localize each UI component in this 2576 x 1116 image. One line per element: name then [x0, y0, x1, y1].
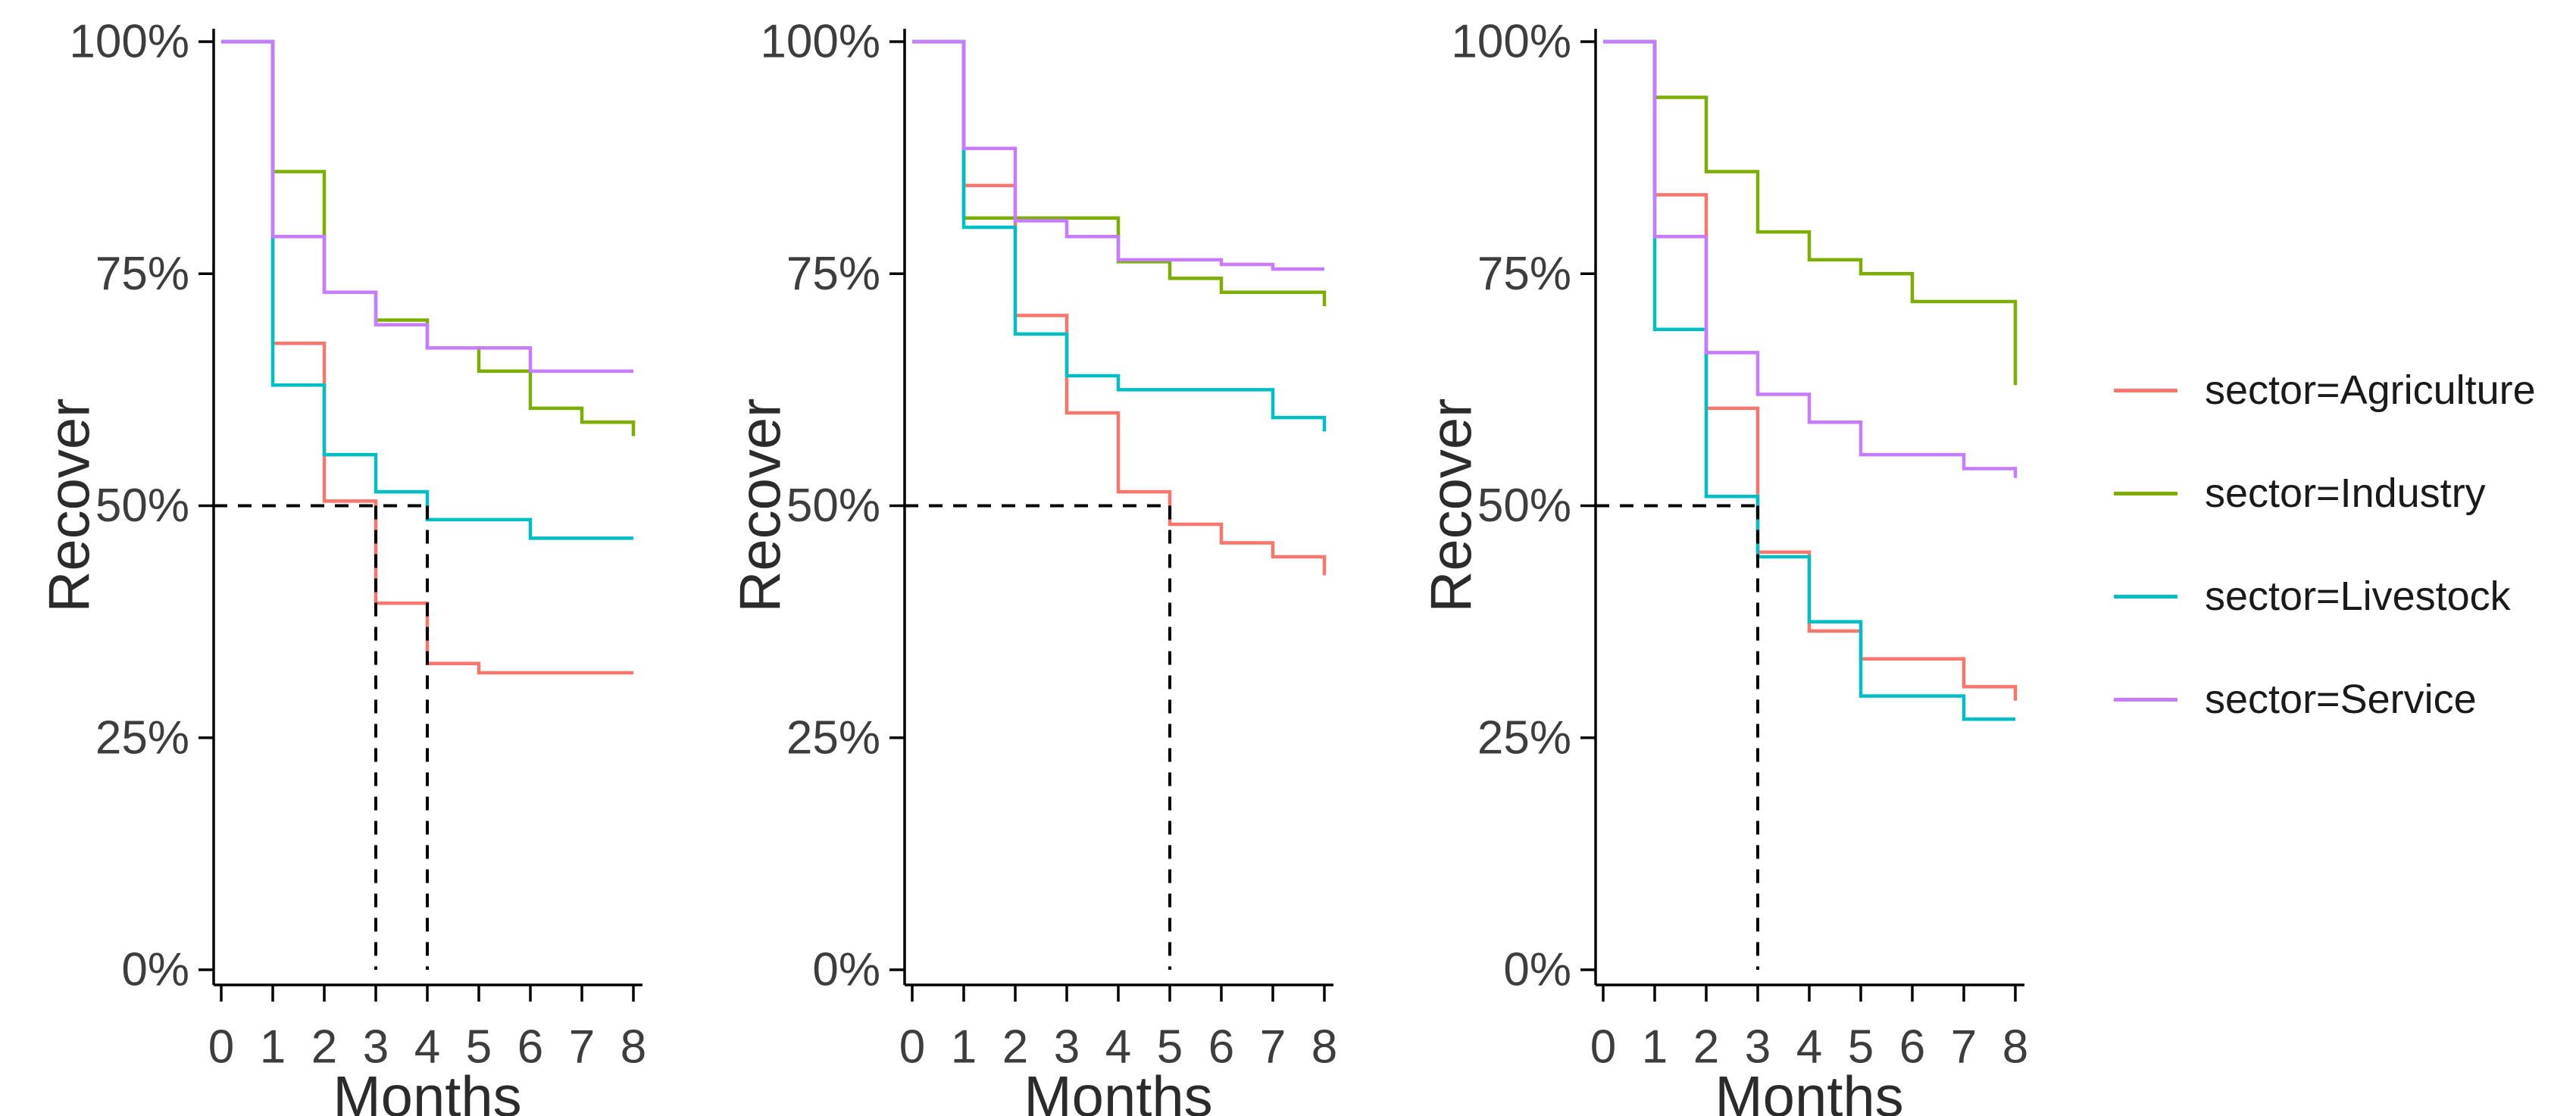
series-industry [912, 39, 1327, 307]
x-tick-label: 7 [1260, 1021, 1286, 1074]
x-tick-label: 2 [1693, 1021, 1719, 1074]
x-axis-title: Months [1024, 1065, 1212, 1116]
x-tick-label: 3 [363, 1021, 389, 1074]
legend-item-service: sector=Service [2114, 675, 2477, 724]
legend-item-agriculture: sector=Agriculture [2114, 366, 2536, 414]
x-tick-label: 5 [1848, 1021, 1874, 1074]
x-tick-label: 5 [1157, 1021, 1183, 1074]
y-tick-label: 100% [69, 16, 189, 68]
series-agriculture [221, 39, 633, 675]
service-key-line-icon [2114, 697, 2177, 702]
x-tick-label: 4 [414, 1021, 440, 1074]
series-service [221, 39, 633, 374]
y-tick-label: 0% [812, 944, 880, 996]
x-tick-label: 5 [466, 1021, 492, 1074]
y-tick-label: 25% [786, 711, 880, 764]
panel-2: 0% 25% 50% 75% 100% 0 1 2 3 4 5 6 7 8 Months Recover [729, 16, 1338, 1116]
y-axis-title: Recover [1420, 399, 1484, 613]
industry-key-line-icon [2114, 491, 2177, 495]
livestock-key-line-icon [2114, 594, 2177, 599]
x-tick-label: 3 [1745, 1021, 1771, 1074]
x-axis-title: Months [333, 1065, 521, 1116]
x-tick-label: 2 [1002, 1021, 1028, 1074]
legend-label: sector=Service [2205, 677, 2477, 722]
y-tick-label: 25% [1477, 711, 1571, 764]
legend-item-industry: sector=Industry [2114, 469, 2486, 517]
legend-label: sector=Agriculture [2205, 367, 2536, 413]
x-tick-label: 7 [569, 1021, 595, 1074]
series-industry [221, 39, 636, 436]
y-tick-label: 50% [95, 480, 189, 532]
x-tick-label: 0 [208, 1021, 234, 1074]
agriculture-key-line-icon [2114, 388, 2177, 392]
x-tick-label: 4 [1105, 1021, 1131, 1074]
panel-1: 0% 25% 50% 75% 100% 0 1 2 3 4 5 6 7 8 Months Recover [38, 16, 647, 1116]
series-agriculture [912, 39, 1327, 576]
y-tick-label: 75% [95, 248, 189, 300]
series-service [1603, 39, 2018, 478]
x-tick-label: 1 [260, 1021, 286, 1074]
x-axis-title: Months [1715, 1065, 1903, 1116]
legend: sector=Agriculture sector=Industry secto… [2114, 0, 2568, 1116]
x-tick-label: 8 [621, 1021, 646, 1074]
x-tick-label: 7 [1951, 1021, 1977, 1074]
y-tick-label: 100% [760, 16, 880, 68]
x-tick-label: 8 [2002, 1021, 2028, 1074]
series-industry [1603, 39, 2018, 386]
y-tick-label: 0% [121, 944, 189, 996]
series-service [912, 39, 1324, 271]
series-livestock [1603, 39, 2015, 721]
series-livestock [221, 39, 633, 540]
x-tick-label: 6 [1208, 1021, 1234, 1074]
y-tick-label: 25% [95, 711, 189, 764]
x-tick-label: 8 [1311, 1021, 1337, 1074]
y-tick-label: 50% [786, 480, 880, 532]
x-tick-label: 3 [1054, 1021, 1080, 1074]
y-tick-label: 100% [1451, 16, 1571, 68]
x-tick-label: 1 [1642, 1021, 1668, 1074]
legend-item-livestock: sector=Livestock [2114, 572, 2511, 621]
y-tick-label: 75% [786, 248, 880, 300]
series-livestock [912, 39, 1327, 432]
y-tick-label: 0% [1503, 944, 1571, 996]
x-tick-label: 2 [311, 1021, 337, 1074]
x-tick-label: 6 [517, 1021, 543, 1074]
legend-label: sector=Industry [2205, 470, 2486, 516]
x-tick-label: 4 [1796, 1021, 1822, 1074]
legend-label: sector=Livestock [2205, 574, 2511, 619]
y-tick-label: 75% [1477, 248, 1571, 300]
y-axis-title: Recover [38, 399, 102, 613]
x-tick-label: 0 [899, 1021, 925, 1074]
y-axis-title: Recover [729, 399, 793, 613]
y-tick-label: 50% [1477, 480, 1571, 532]
panel-3: 0% 25% 50% 75% 100% 0 1 2 3 4 5 6 7 8 Months Recover [1420, 16, 2029, 1116]
x-tick-label: 0 [1590, 1021, 1616, 1074]
x-tick-label: 6 [1899, 1021, 1925, 1074]
x-tick-label: 1 [951, 1021, 977, 1074]
